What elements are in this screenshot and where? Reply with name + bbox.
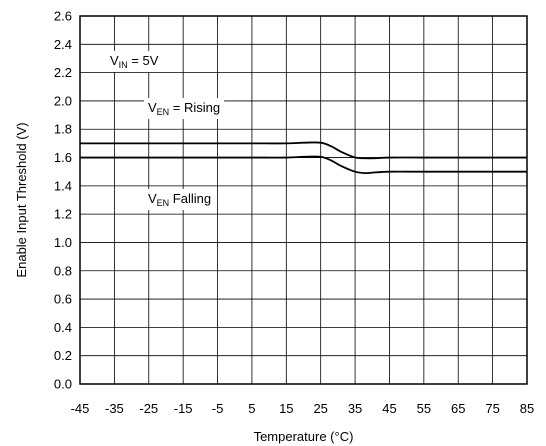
x-tick-label: -45 <box>71 401 90 416</box>
y-axis-label: Enable Input Threshold (V) <box>14 122 29 277</box>
x-tick-label: 55 <box>417 401 431 416</box>
y-tick-label: 0.4 <box>54 320 72 335</box>
y-tick-label: 1.2 <box>54 207 72 222</box>
svg-text:VEN Falling: VEN Falling <box>148 191 211 208</box>
rising-annotation: VEN = Rising <box>144 98 225 119</box>
y-tick-label: 1.8 <box>54 122 72 137</box>
y-tick-label: 1.0 <box>54 235 72 250</box>
x-tick-label: 65 <box>451 401 465 416</box>
annot-sub: EN <box>157 107 170 117</box>
annot-sub: EN <box>157 198 170 208</box>
series-group <box>79 141 527 175</box>
plot-frame <box>79 15 528 385</box>
x-tick-label: 75 <box>485 401 499 416</box>
annot-sub: IN <box>119 60 128 70</box>
x-tick-label: -35 <box>105 401 124 416</box>
x-tick-label: -15 <box>174 401 193 416</box>
annot-rest: = Rising <box>169 100 220 115</box>
annot-main: V <box>148 100 157 115</box>
series-line-1 <box>79 141 527 160</box>
falling-annotation: VEN Falling <box>144 189 216 210</box>
x-tick-label: 25 <box>313 401 327 416</box>
y-tick-label: 1.6 <box>54 150 72 165</box>
vin-annotation: VIN = 5V <box>106 51 163 72</box>
x-tick-label: 35 <box>348 401 362 416</box>
x-tick-label: 85 <box>520 401 534 416</box>
x-tick-label: -5 <box>212 401 224 416</box>
annot-rest: Falling <box>169 191 211 206</box>
y-tick-label: 2.2 <box>54 65 72 80</box>
x-tick-label: 45 <box>382 401 396 416</box>
x-tick-label: 15 <box>279 401 293 416</box>
x-axis-label: Temperature (°C) <box>254 429 354 444</box>
x-tick-labels: -45 -35 -25 -15 -5 5 15 25 35 45 55 65 75 85 <box>71 401 535 416</box>
annot-rest: = 5V <box>128 53 159 68</box>
annot-main: V <box>110 53 119 68</box>
y-tick-label: 2.6 <box>54 9 72 24</box>
y-tick-label: 0.2 <box>54 348 72 363</box>
y-tick-label: 0.8 <box>54 263 72 278</box>
y-tick-labels: 0.0 0.2 0.4 0.6 0.8 1.0 1.2 1.4 1.6 1.8 2.0 2.2 2.4 2… <box>54 9 72 392</box>
y-tick-label: 2.4 <box>54 37 72 52</box>
y-tick-label: 0.6 <box>54 292 72 307</box>
y-tick-label: 0.0 <box>54 377 72 392</box>
y-tick-label: 2.0 <box>54 93 72 108</box>
x-tick-label: 5 <box>248 401 255 416</box>
svg-text:VEN = Rising: VEN = Rising <box>148 100 220 117</box>
svg-text:VIN = 5V: VIN = 5V <box>110 53 159 70</box>
series-line-2 <box>80 155 527 175</box>
x-tick-label: -25 <box>139 401 158 416</box>
y-tick-label: 1.4 <box>54 178 72 193</box>
annot-main: V <box>148 191 157 206</box>
